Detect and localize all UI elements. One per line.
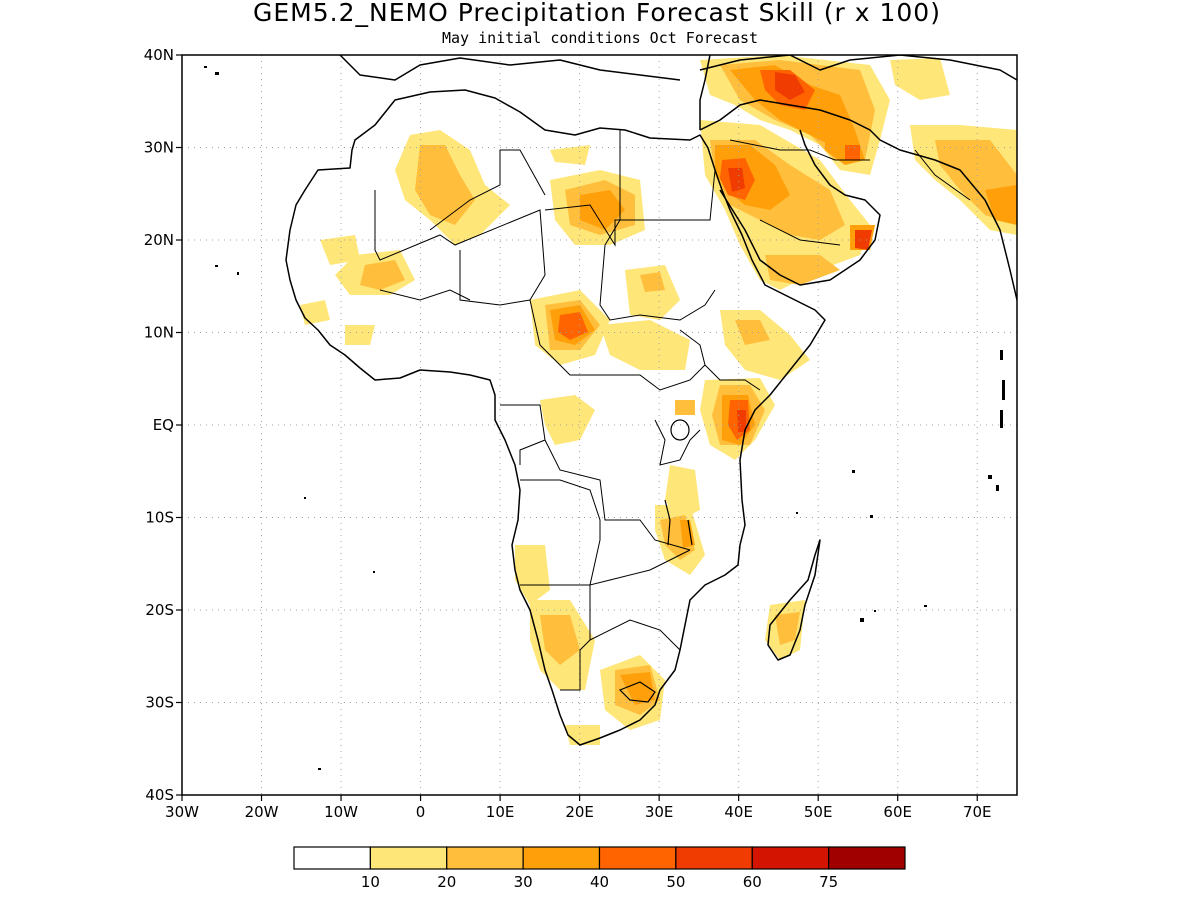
lake-tanganyika <box>664 499 671 546</box>
europe-coast <box>339 55 681 81</box>
colorbar-label: 60 <box>743 873 762 891</box>
colorbar-swatch <box>446 846 524 870</box>
colorbar-swatch <box>675 846 753 870</box>
lon-tick-label: 50E <box>804 803 833 821</box>
figure-subtitle: May initial conditions Oct Forecast <box>442 29 758 47</box>
madagascar-coast <box>767 539 821 661</box>
lon-tick-label: 0 <box>416 803 426 821</box>
lat-tick-label: 10S <box>145 509 174 527</box>
country-borders <box>374 130 971 691</box>
lake-malawi <box>687 519 693 546</box>
lon-tick-label: 30W <box>165 803 199 821</box>
colorbar-swatch <box>522 846 601 870</box>
eurasia-coast <box>699 55 1017 81</box>
lon-tick-label: 60E <box>883 803 912 821</box>
lon-tick-label: 30E <box>645 803 674 821</box>
colorbar-label: 40 <box>590 873 609 891</box>
map-plot-area <box>182 55 1017 795</box>
lat-tick-label: 30S <box>145 694 174 712</box>
lake-victoria <box>670 419 690 441</box>
lon-tick-label: 20E <box>565 803 594 821</box>
lon-tick-label: 10E <box>486 803 515 821</box>
lesotho-outline <box>618 681 656 703</box>
lat-tick-label: EQ <box>153 416 174 434</box>
arabia-coast <box>699 99 1017 301</box>
lakes <box>618 419 693 703</box>
colorbar-swatch <box>293 846 371 870</box>
africa-coast <box>285 89 826 746</box>
lat-tick-label: 30N <box>144 139 174 157</box>
colorbar-label: 10 <box>361 873 380 891</box>
figure-title: GEM5.2_NEMO Precipitation Forecast Skill… <box>253 0 941 27</box>
colorbar-swatch <box>598 846 677 870</box>
lat-tick-label: 40N <box>144 46 174 64</box>
lat-tick-label: 10N <box>144 324 174 342</box>
lon-tick-label: 70E <box>963 803 992 821</box>
colorbar-label: 20 <box>437 873 456 891</box>
colorbar-swatch <box>369 846 448 870</box>
coastlines <box>285 55 1017 746</box>
island-dots <box>204 66 1005 770</box>
lat-tick-label: 20N <box>144 231 174 249</box>
colorbar-swatch <box>828 846 906 870</box>
lon-tick-label: 20W <box>245 803 279 821</box>
colorbar-label: 50 <box>666 873 685 891</box>
colorbar-label: 30 <box>514 873 533 891</box>
colorbar-swatch <box>751 846 830 870</box>
lat-tick-label: 40S <box>145 786 174 804</box>
lon-tick-label: 10W <box>324 803 358 821</box>
lat-tick-label: 20S <box>145 601 174 619</box>
colorbar: 10 20 30 40 50 60 75 <box>293 846 906 891</box>
skill-shading <box>300 55 1017 745</box>
colorbar-label: 75 <box>819 873 838 891</box>
lon-tick-label: 40E <box>724 803 753 821</box>
skill-band-50-60 <box>728 72 872 432</box>
levant-coast <box>699 55 711 130</box>
